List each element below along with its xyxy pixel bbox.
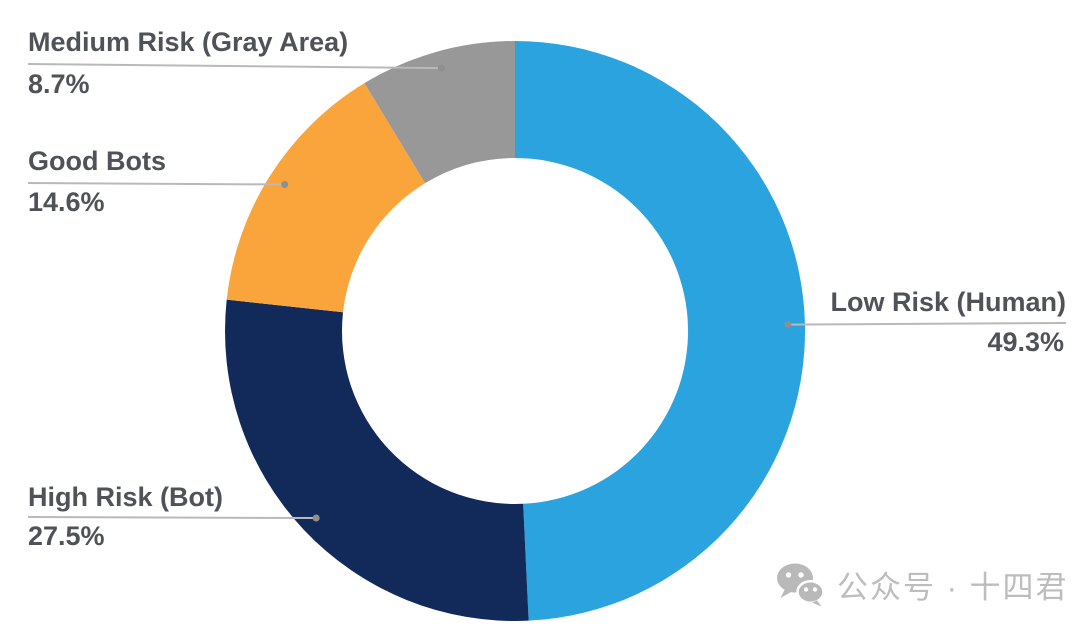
- value-medium-risk-gray-area: 8.7%: [28, 69, 90, 99]
- leader-dot-3: [437, 64, 445, 72]
- leader-line-2: [27, 182, 285, 186]
- leader-dot-1: [312, 514, 320, 522]
- label-good-bots: Good Bots: [28, 146, 166, 176]
- donut-segment-1: [225, 299, 529, 622]
- label-high-risk-bot: High Risk (Bot): [28, 482, 223, 512]
- leader-line-3: [27, 63, 442, 70]
- donut-segment-3: [364, 41, 515, 184]
- leader-line-1: [27, 516, 317, 520]
- value-high-risk-bot: 27.5%: [28, 521, 105, 551]
- watermark: 公众号 · 十四君: [776, 562, 1069, 607]
- wechat-icon: [776, 563, 825, 607]
- label-low-risk-human: Low Risk (Human): [830, 287, 1066, 317]
- leader-dot-0: [784, 321, 792, 329]
- donut-segment-2: [226, 83, 426, 313]
- donut-segment-0: [515, 40, 806, 621]
- label-medium-risk-gray-area: Medium Risk (Gray Area): [28, 27, 349, 57]
- watermark-text: 公众号 · 十四君: [837, 570, 1069, 605]
- value-low-risk-human: 49.3%: [987, 327, 1064, 357]
- value-good-bots: 14.6%: [28, 187, 105, 217]
- leader-dot-2: [281, 180, 289, 188]
- leader-line-0: [787, 322, 1067, 326]
